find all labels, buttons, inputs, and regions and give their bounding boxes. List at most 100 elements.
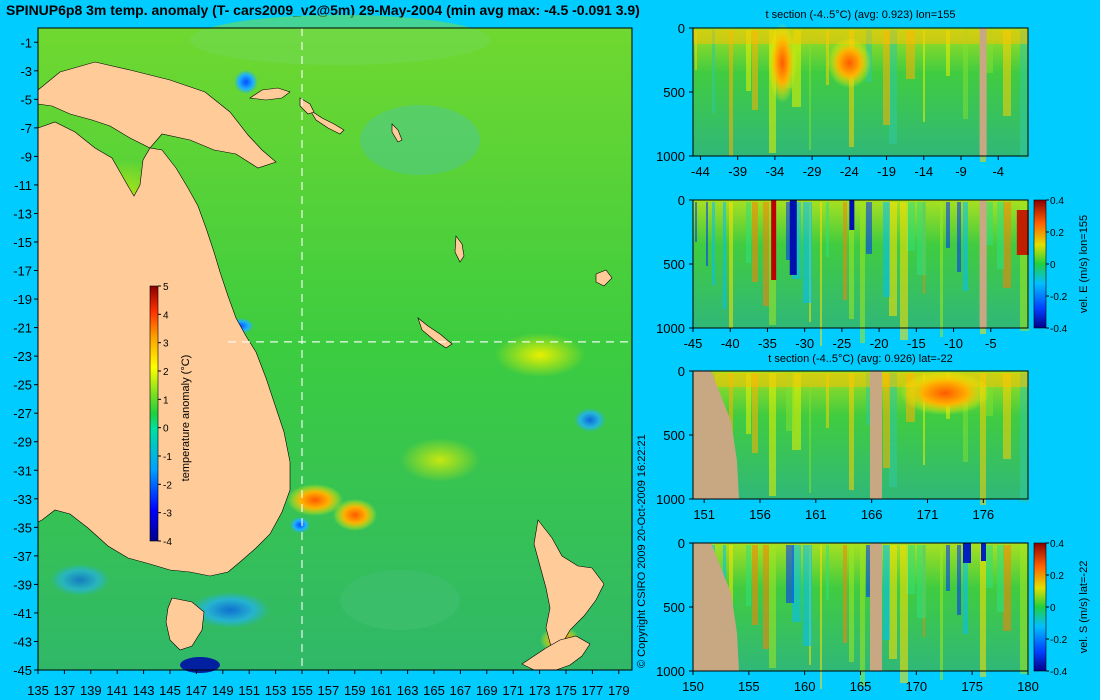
panel-3-y-tick-label-0: 0 — [678, 536, 685, 551]
panel-3-x-tick-label-1: 155 — [738, 679, 760, 694]
panel-0-x-tick-label-7: -9 — [955, 164, 967, 179]
panel-coast-2 — [693, 371, 739, 499]
panel-3-cbar-tick-label-4: -0.4 — [1050, 667, 1068, 678]
panel-0-streak-17 — [1020, 30, 1029, 159]
panel-hot-spot-1 — [827, 38, 872, 88]
map-y-tick-label-10: -21 — [13, 321, 32, 336]
map-crosshair — [228, 28, 632, 670]
panel-0-y-tick-label-2: 1000 — [656, 149, 685, 164]
panel-3-streak-15 — [826, 545, 829, 600]
land-tasmania — [165, 597, 205, 651]
land-fiji — [595, 269, 613, 287]
panel-3-streak-25 — [803, 545, 812, 646]
panel-0-streak-3 — [986, 30, 993, 73]
map-x-tick-label-13: 161 — [370, 683, 392, 698]
panel-1-cbar-tick-label-3: -0.2 — [1050, 292, 1068, 303]
panel-0-streak-15 — [826, 30, 829, 85]
map-x-tick-label-21: 177 — [582, 683, 604, 698]
map-colorbar-tick-label-0: 5 — [163, 282, 169, 293]
panel-0-streak-4 — [752, 30, 758, 110]
panel-0-x-tick-label-0: -44 — [691, 164, 710, 179]
panel-1-streak-5 — [849, 202, 854, 319]
map-x-tick-label-18: 171 — [502, 683, 524, 698]
land-nz-north — [533, 519, 605, 651]
panel-0-streak-8 — [809, 30, 811, 150]
panel-2-streak-21 — [746, 373, 751, 434]
land-lord-howe — [391, 123, 403, 143]
panel-2-streak-1 — [792, 373, 801, 450]
panel-3-streak-32 — [820, 545, 822, 689]
panel-0-streak-1 — [792, 30, 801, 107]
panel-3-streak-13 — [963, 545, 968, 634]
panel-2-y-tick-label-2: 1000 — [656, 492, 685, 507]
panel-1-streak-33 — [917, 202, 926, 275]
panel-1-streak-21 — [746, 202, 751, 263]
map-x-tick-label-4: 143 — [133, 683, 155, 698]
map-y-tick-label-22: -45 — [13, 663, 32, 678]
panel-0-streak-5 — [849, 30, 854, 147]
panel-0-x-tick-label-8: -4 — [992, 164, 1004, 179]
panel-1-y-tick-label-1: 500 — [663, 257, 685, 272]
panel-vel-blue — [963, 543, 971, 563]
map-y-axis: -1 -3 -5 -7 -9 -11 -13 -15 -17 -19 -21 -23 -25 -27 -29… — [13, 35, 38, 678]
panel-1-streak-4 — [752, 202, 758, 282]
panel-3-streak-11 — [769, 545, 776, 668]
map-colorbar-scale — [149, 285, 159, 542]
panel-1-streak-30 — [957, 202, 961, 272]
map-y-tick-label-19: -39 — [13, 577, 32, 592]
map-y-tick-label-12: -25 — [13, 378, 32, 393]
panel-3-cbar-tick-label-0: 0.4 — [1050, 539, 1064, 550]
panel-3-x-tick-label-2: 160 — [794, 679, 816, 694]
panel-vel-s-lat-22: 150 155 160 165 170 175 180 0 500 1000 0.4 0.2 0 -0.2… — [656, 536, 1090, 694]
panel-1-streak-22 — [843, 202, 847, 300]
panel-1-x-tick-label-4: -25 — [832, 336, 851, 351]
panel-3-streak-30 — [957, 545, 961, 615]
map-frame — [37, 27, 633, 671]
map-x-tick-label-22: 179 — [608, 683, 630, 698]
section-panels: t section (-4..5°C) (avg: 0.923) lon=155… — [656, 9, 1090, 694]
map-y-tick-label-18: -37 — [13, 549, 32, 564]
panel-1-streak-27 — [997, 202, 1004, 269]
map-colorbar-tick-label-6: -1 — [163, 452, 172, 463]
panel-jet-red-2 — [1016, 210, 1029, 255]
map-x-tick-label-19: 173 — [529, 683, 551, 698]
map-x-tick-label-6: 147 — [186, 683, 208, 698]
panel-vel-blue-2 — [981, 543, 986, 561]
panel-3-streak-21 — [746, 545, 751, 606]
panel-warm-core — [900, 371, 990, 415]
panel-3-cbar-tick-label-2: 0 — [1050, 603, 1056, 614]
panel-1-cbar-tick-label-0: 0.4 — [1050, 196, 1064, 207]
panel-2-streak-17 — [1020, 373, 1029, 502]
panel-1-streak-15 — [826, 202, 829, 257]
map-colorbar-tick-label-7: -2 — [163, 480, 172, 491]
panel-1-y-tick-label-0: 0 — [678, 193, 685, 208]
panel-0-x-tick-label-4: -24 — [840, 164, 859, 179]
panel-1-streak-3 — [986, 202, 993, 245]
panel-0-streak-0 — [695, 30, 697, 70]
map-x-tick-label-14: 163 — [397, 683, 419, 698]
panel-2-streak-12 — [866, 373, 872, 425]
panel-colorbar-scale-3 — [1033, 542, 1047, 672]
panel-1-x-tick-label-2: -35 — [758, 336, 777, 351]
copyright-notice: © Copyright CSIRO 2009 20-Oct-2009 16:22… — [636, 434, 648, 668]
map-y-tick-label-4: -9 — [20, 149, 32, 164]
panel-0-y-tick-label-0: 0 — [678, 21, 685, 36]
panel-0-streak-19 — [883, 30, 890, 125]
panel-1-cbar-tick-label-2: 0 — [1050, 260, 1056, 271]
panel-3-streak-4 — [752, 545, 758, 625]
map-x-tick-label-12: 159 — [344, 683, 366, 698]
panel-3-streak-26 — [900, 545, 908, 683]
panel-3-streak-10 — [1003, 545, 1011, 631]
panel-2-streak-5 — [849, 373, 854, 490]
land-vanuatu — [454, 235, 465, 263]
panel-0-x-tick-label-5: -19 — [877, 164, 896, 179]
map-colorbar-tick-label-1: 4 — [163, 310, 169, 321]
panel-2-x-tick-label-1: 156 — [749, 507, 771, 522]
panel-1-streak-10 — [1003, 202, 1011, 288]
map-colorbar-ticks: 5 4 3 2 1 0 -1 -2 -3 -4 — [158, 282, 172, 548]
map-y-tick-label-21: -43 — [13, 634, 32, 649]
panel-3-cbar-tick-label-3: -0.2 — [1050, 635, 1068, 646]
map-colorbar-tick-label-5: 0 — [163, 424, 169, 435]
panel-3-streak-12 — [866, 545, 872, 597]
panel-2-streak-10 — [1003, 373, 1011, 459]
